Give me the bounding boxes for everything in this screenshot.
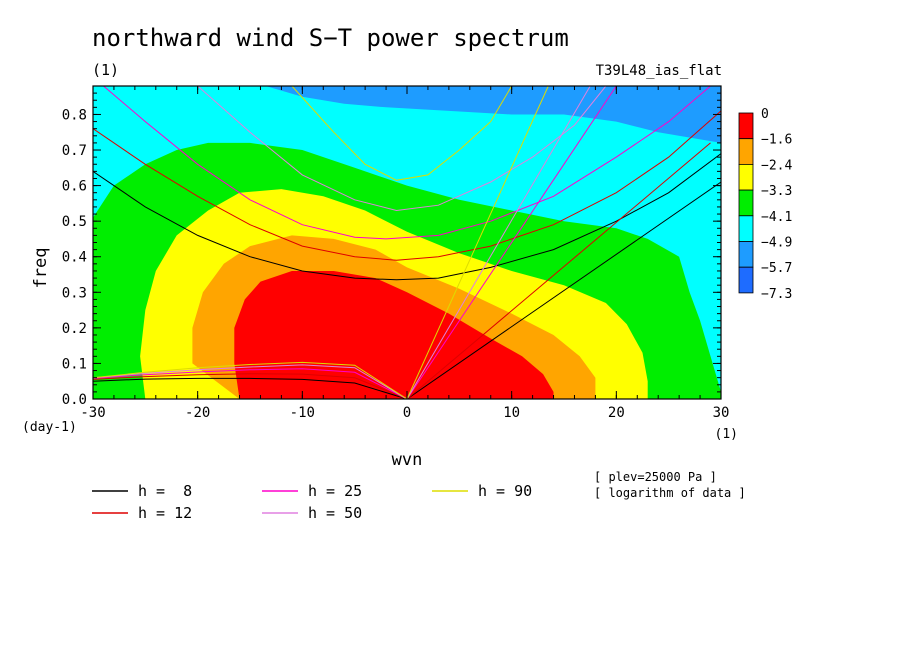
contour-region-5: [234, 271, 554, 399]
curve-series-4-branch-0: [291, 86, 513, 181]
y-axis: 0.0 0.1 0.2 0.3 0.4 0.5 0.6 0.7 0.8: [62, 85, 721, 408]
legend-label: h = 8: [138, 482, 192, 500]
contour-fill-layer: [93, 86, 721, 399]
y-tick-label: 0.3: [62, 285, 87, 301]
y-tick-label: 0.8: [62, 107, 87, 123]
colorbar-label: −4.9: [761, 236, 792, 251]
chart-unit-label: (1): [92, 61, 119, 79]
curve-series-1-branch-1: [93, 373, 408, 399]
colorbar-label: −2.4: [761, 158, 792, 173]
curve-series-4-branch-2: [406, 86, 549, 399]
run-label: T39L48_ias_flat: [596, 63, 722, 79]
colorbar-label: −4.1: [761, 210, 792, 225]
legend: h = 8 h = 12 h = 25 h = 50 h = 90: [92, 482, 532, 522]
curve-series-3-branch-1: [93, 364, 408, 399]
colorbar-swatch: [738, 112, 754, 140]
y-tick-label: 0.4: [62, 250, 87, 266]
legend-label: h = 12: [138, 504, 192, 522]
x-tick-label: -20: [185, 405, 210, 421]
y-axis-label: freq: [31, 248, 51, 289]
x-tick-label: 30: [713, 405, 730, 421]
x-tick-label: -30: [80, 405, 105, 421]
y-tick-label: 0.5: [62, 214, 87, 230]
legend-label: h = 50: [308, 504, 362, 522]
colorbar-swatch: [738, 215, 754, 242]
colorbar-label: −7.3: [761, 287, 792, 302]
curve-series-0-branch-0: [93, 153, 721, 281]
curve-series-2-branch-2: [406, 86, 617, 399]
curve-series-1-branch-2: [406, 142, 711, 399]
legend-label: h = 25: [308, 482, 362, 500]
x-tick-label: -10: [290, 405, 315, 421]
curve-series-3-branch-2: [406, 86, 591, 399]
curve-series-4-branch-1: [93, 361, 408, 399]
x-axis-label: wvn: [392, 450, 423, 470]
legend-label: h = 90: [478, 482, 532, 500]
colorbar-swatch: [738, 138, 754, 165]
colorbar-swatch: [738, 241, 754, 268]
y-tick-label: 0.0: [62, 392, 87, 408]
colorbar-label: −1.6: [761, 133, 792, 148]
colorbar: 0 −1.6 −2.4 −3.3 −4.1 −4.9 −5.7 −7.3: [738, 107, 792, 302]
x-axis-unit: (1): [715, 427, 738, 442]
colorbar-swatch: [738, 266, 754, 294]
x-tick-label: 0: [403, 405, 411, 421]
y-axis-unit: (day-1): [22, 420, 77, 435]
x-axis: -30 -20 -10 0 10 20 30: [80, 86, 729, 421]
curve-series-1-branch-0: [93, 110, 721, 261]
colorbar-label: 0: [761, 107, 769, 122]
colorbar-swatch: [738, 163, 754, 191]
x-tick-label: 10: [503, 405, 520, 421]
note-plev: [ plev=25000 Pa ]: [594, 470, 717, 484]
y-tick-label: 0.6: [62, 179, 87, 195]
y-tick-label: 0.1: [62, 356, 87, 372]
curve-series-2-branch-1: [93, 368, 408, 399]
x-tick-label: 20: [608, 405, 625, 421]
y-tick-label: 0.7: [62, 143, 87, 159]
curve-series-0-branch-2: [406, 181, 721, 399]
curve-series-2-branch-0: [103, 86, 711, 240]
colorbar-label: −5.7: [761, 261, 792, 276]
curve-series-3-branch-0: [197, 86, 607, 212]
colorbar-swatch: [738, 189, 754, 217]
curve-series-0-branch-1: [93, 377, 408, 399]
dispersion-curves-layer: [93, 86, 721, 399]
y-tick-label: 0.2: [62, 321, 87, 337]
note-log: [ logarithm of data ]: [594, 486, 746, 500]
chart-title: northward wind S−T power spectrum: [92, 24, 569, 52]
colorbar-label: −3.3: [761, 184, 792, 199]
